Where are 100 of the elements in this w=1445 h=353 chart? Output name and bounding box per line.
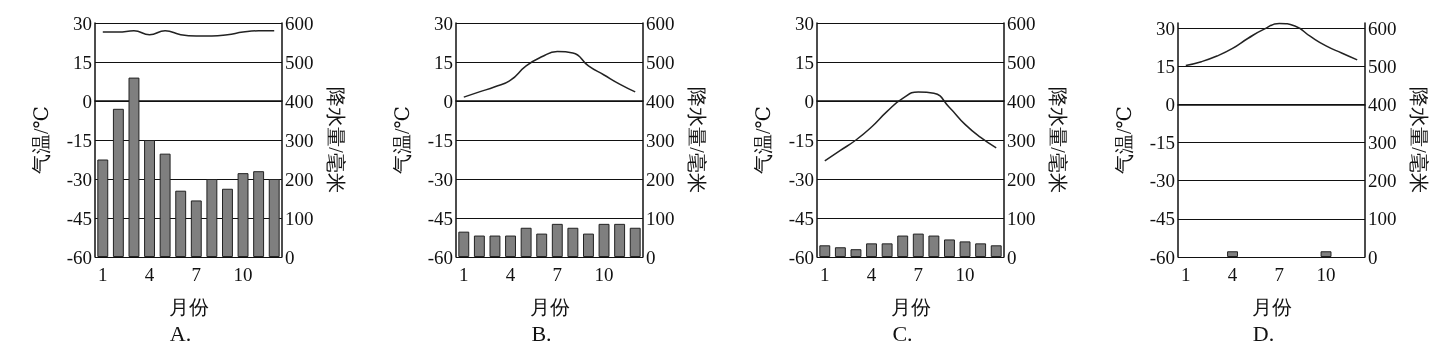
y2-tick-label: 400: [1368, 93, 1397, 115]
y2-tick-label: 100: [646, 207, 675, 229]
x-tick-label: 4: [144, 264, 155, 285]
y2-axis-title: 降水量/毫米: [325, 87, 347, 193]
line-series: [824, 91, 997, 162]
y-tick-label: 15: [73, 51, 92, 73]
bar: [268, 179, 280, 257]
x-tick-label: 4: [1227, 264, 1238, 285]
x-tick-label: 7: [1274, 264, 1285, 285]
x-tick-label: 4: [505, 264, 516, 285]
y2-tick-label: 400: [646, 90, 675, 112]
text: A.: [169, 320, 192, 346]
y2-tick-label: 500: [1007, 51, 1036, 73]
y-tick-label: -15: [66, 129, 92, 151]
y2-tick-label: 0: [1007, 246, 1017, 268]
bar: [112, 108, 124, 257]
x-axis-title: 月份: [529, 296, 570, 318]
y-tick-label: -60: [427, 246, 453, 268]
y2-tick-label: 0: [285, 246, 295, 268]
x-tick-label: 10: [233, 264, 253, 285]
x-tick-label: 10: [1316, 264, 1336, 285]
y-tick-label: 15: [434, 51, 453, 73]
y-axis-title: 气温/℃: [30, 106, 52, 174]
bar: [144, 140, 155, 257]
y2-tick-label: 200: [285, 168, 314, 190]
y2-tick-label: 600: [1368, 17, 1397, 39]
y-tick-label: -30: [66, 168, 92, 190]
y-tick-label: -30: [427, 168, 453, 190]
y2-tick-label: 600: [1007, 12, 1036, 34]
y2-tick-label: 500: [285, 51, 314, 73]
x-tick-label: 7: [913, 264, 924, 285]
y-tick-label: -30: [1149, 170, 1175, 192]
x-tick-label: 10: [955, 264, 975, 285]
y2-tick-label: 400: [285, 90, 314, 112]
y2-axis-title: 降水量/毫米: [1047, 87, 1069, 193]
y-axis-title: 气温/℃: [391, 106, 413, 174]
bar: [175, 190, 187, 257]
bar: [222, 188, 233, 257]
y-tick-label: -60: [66, 246, 92, 268]
x-tick-label: 1: [98, 264, 108, 285]
y2-tick-label: 0: [1368, 246, 1378, 268]
x-axis-title: 月份: [1251, 296, 1292, 318]
y-tick-label: 30: [1156, 17, 1175, 39]
y-tick-label: -30: [788, 168, 814, 190]
y-tick-label: -45: [427, 207, 453, 229]
y-tick-label: 15: [1156, 55, 1175, 77]
y-tick-label: -15: [1149, 132, 1175, 154]
bar: [159, 153, 171, 257]
y-tick-label: 15: [795, 51, 814, 73]
line-series: [463, 50, 636, 98]
y2-axis-title: 降水量/毫米: [686, 87, 708, 193]
bar: [253, 171, 265, 257]
y2-tick-label: 200: [1007, 168, 1036, 190]
y-axis-title: 气温/℃: [1113, 106, 1135, 174]
x-tick-label: 4: [866, 264, 877, 285]
x-axis-title: 月份: [168, 296, 209, 318]
y-tick-label: -15: [788, 129, 814, 151]
text: C.: [892, 320, 913, 346]
y2-tick-label: 100: [1368, 208, 1397, 230]
text: B.: [531, 320, 552, 346]
y2-tick-label: 300: [285, 129, 314, 151]
y2-tick-label: 300: [1368, 132, 1397, 154]
y2-tick-label: 500: [646, 51, 675, 73]
x-tick-label: 1: [820, 264, 830, 285]
y-tick-label: -60: [788, 246, 814, 268]
y-axis-title: 气温/℃: [752, 106, 774, 174]
x-axis-title: 月份: [890, 296, 931, 318]
y-tick-label: 0: [1165, 93, 1175, 115]
bar: [237, 173, 249, 257]
y-tick-label: 0: [443, 90, 453, 112]
y-tick-label: -45: [1149, 208, 1175, 230]
bar: [190, 200, 202, 257]
x-tick-label: 1: [459, 264, 469, 285]
y2-tick-label: 300: [646, 129, 675, 151]
y-tick-label: 0: [804, 90, 814, 112]
y-tick-label: 30: [73, 12, 92, 34]
y2-tick-label: 100: [285, 207, 314, 229]
bar: [206, 179, 218, 257]
y2-tick-label: 400: [1007, 90, 1036, 112]
x-tick-label: 7: [191, 264, 202, 285]
line-series: [1185, 22, 1358, 67]
y2-tick-label: 500: [1368, 55, 1397, 77]
text: D.: [1252, 320, 1275, 346]
x-tick-label: 1: [1181, 264, 1191, 285]
y2-tick-label: 100: [1007, 207, 1036, 229]
y-tick-label: -15: [427, 129, 453, 151]
x-tick-label: 10: [594, 264, 614, 285]
y-tick-label: -60: [1149, 246, 1175, 268]
y2-tick-label: 600: [285, 12, 314, 34]
y-tick-label: -45: [788, 207, 814, 229]
y-tick-label: 0: [82, 90, 92, 112]
x-tick-label: 7: [552, 264, 563, 285]
bar: [128, 77, 140, 257]
y-tick-label: -45: [66, 207, 92, 229]
y-tick-label: 30: [795, 12, 814, 34]
y2-tick-label: 600: [646, 12, 675, 34]
y-tick-label: 30: [434, 12, 453, 34]
y2-tick-label: 200: [646, 168, 675, 190]
y2-tick-label: 300: [1007, 129, 1036, 151]
y2-axis-title: 降水量/毫米: [1408, 87, 1430, 193]
